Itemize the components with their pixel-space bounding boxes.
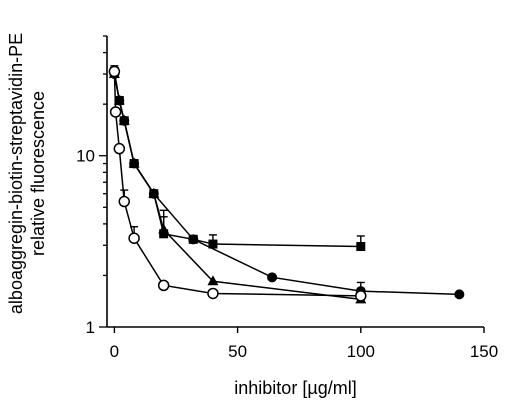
data-point xyxy=(207,287,219,300)
data-point xyxy=(129,158,140,169)
x-tick-label: 0 xyxy=(110,342,119,361)
data-point xyxy=(454,289,465,300)
data-point xyxy=(158,223,170,234)
y-tick-label: 10 xyxy=(76,147,95,166)
data-point xyxy=(267,272,278,283)
y-axis-label-line-1: alboaggregin-biotin-streptavidin-PE xyxy=(6,33,26,314)
data-point xyxy=(188,234,199,245)
x-tick-label: 50 xyxy=(228,342,247,361)
data-point xyxy=(113,142,126,155)
data-point xyxy=(208,239,218,249)
data-point xyxy=(114,95,125,106)
data-point xyxy=(128,232,140,244)
data-point xyxy=(119,115,130,126)
data-point xyxy=(108,65,121,78)
x-axis-label: inhibitor [µg/ml] xyxy=(234,378,356,398)
y-axis-label-line-2: relative fluorescence xyxy=(28,91,48,256)
x-tick-label: 100 xyxy=(347,342,375,361)
series-line xyxy=(113,73,460,296)
x-tick-label: 150 xyxy=(470,342,498,361)
series-line xyxy=(113,71,361,248)
series-4 xyxy=(108,65,367,302)
data-point xyxy=(148,188,159,199)
data-point xyxy=(159,229,169,239)
series-layer xyxy=(108,65,465,304)
data-point xyxy=(207,275,219,286)
series-3 xyxy=(109,68,465,300)
y-tick-label: 1 xyxy=(86,318,95,337)
data-point xyxy=(356,242,366,252)
series-2 xyxy=(108,67,367,304)
data-point xyxy=(109,106,122,118)
data-point xyxy=(157,279,170,292)
data-point xyxy=(118,195,130,208)
data-point xyxy=(355,290,367,302)
axes: 0 50 100 150 1 10 xyxy=(76,35,498,361)
series-1 xyxy=(109,67,366,252)
series-line xyxy=(113,71,361,297)
